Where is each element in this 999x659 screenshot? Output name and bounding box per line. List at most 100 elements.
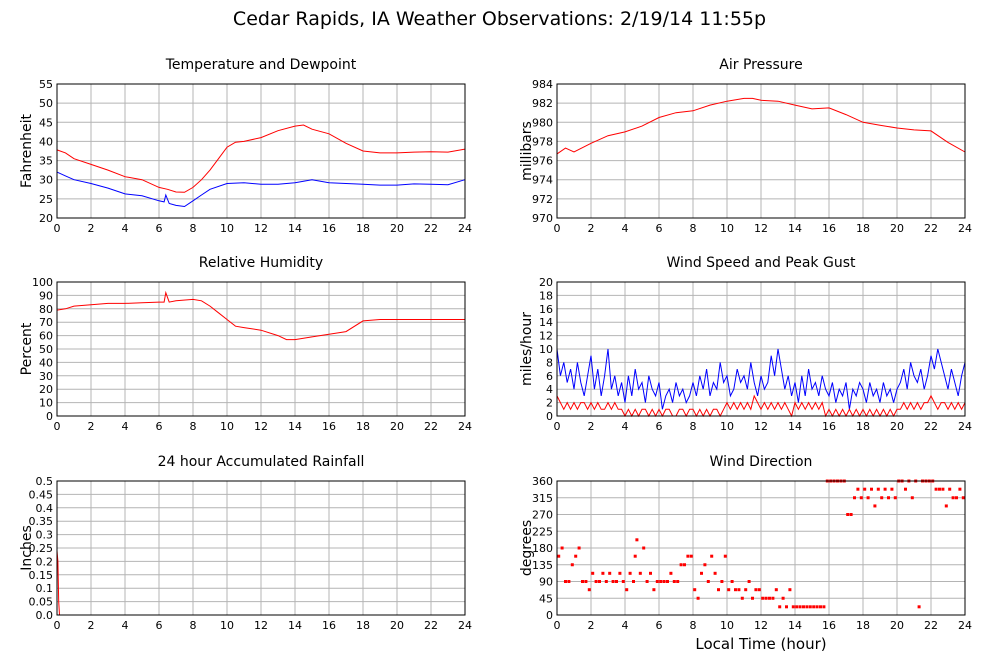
y-tick-label: 40 [39,356,53,369]
x-tick-label: 8 [190,420,197,433]
x-tick-label: 16 [822,222,836,235]
data-point [941,487,945,491]
x-tick-label: 22 [424,222,438,235]
series-line-1 [556,97,966,155]
x-tick-label: 8 [190,619,197,632]
y-tick-label: 55 [39,78,53,91]
y-tick-label: 16 [539,303,553,316]
x-tick-label: 4 [122,619,129,632]
x-tick-label: 20 [390,420,404,433]
y-tick-label: 0 [546,609,553,622]
y-tick-label: 0.15 [29,569,54,582]
y-tick-label: 12 [539,330,553,343]
x-tick-label: 18 [856,222,870,235]
data-point [577,546,581,550]
y-axis-label: Inches [19,525,35,570]
x-tick-label: 2 [588,619,595,632]
x-tick-label: 10 [220,222,234,235]
x-tick-label: 8 [690,420,697,433]
y-axis-label: miles/hour [519,312,535,386]
data-point [703,563,707,567]
x-axis-label: Local Time (hour) [695,635,827,653]
data-point [822,605,826,609]
data-point [608,571,612,575]
x-tick-label: 6 [656,619,663,632]
y-tick-label: 45 [539,592,553,605]
x-tick-label: 20 [890,420,904,433]
data-point [570,563,574,567]
data-point [876,487,880,491]
x-tick-label: 10 [720,619,734,632]
chart-title: 24 hour Accumulated Rainfall [158,454,365,470]
x-tick-label: 22 [924,420,938,433]
y-tick-label: 0.3 [36,529,54,542]
data-point [628,571,632,575]
y-tick-label: 18 [539,289,553,302]
data-point [866,496,870,500]
x-tick-label: 16 [322,420,336,433]
data-point [587,588,591,592]
data-point [615,580,618,583]
data-point [625,588,629,592]
x-tick-label: 0 [554,420,561,433]
x-tick-label: 2 [88,619,95,632]
data-point [591,571,595,575]
data-point [880,496,884,500]
chart-title: Temperature and Dewpoint [165,57,357,73]
data-point [849,513,853,516]
x-tick-label: 18 [356,420,370,433]
x-tick-label: 8 [690,619,697,632]
plot-frame [556,480,966,616]
data-point [812,605,816,609]
series-line-2 [56,171,466,208]
y-tick-label: 35 [39,155,53,168]
data-point [581,580,584,583]
x-tick-label: 0 [54,222,61,235]
x-tick-label: 20 [890,619,904,632]
data-point [761,596,765,600]
data-point [788,588,792,592]
y-tick-label: 6 [546,370,553,383]
x-tick-label: 14 [788,420,802,433]
data-point [904,487,907,491]
x-tick-label: 14 [288,222,302,235]
x-tick-label: 12 [754,420,768,433]
y-tick-label: 0.25 [29,542,54,555]
y-tick-label: 70 [39,316,53,329]
data-point [808,605,812,609]
page-title: Cedar Rapids, IA Weather Observations: 2… [232,8,767,30]
data-point [652,588,656,592]
data-point [958,487,962,491]
data-point [917,605,921,609]
x-tick-label: 24 [958,222,972,235]
chart-title: Wind Speed and Peak Gust [667,255,856,271]
data-point [863,487,867,491]
y-tick-label: 90 [539,576,553,589]
data-point [856,487,860,491]
y-tick-label: 360 [532,475,553,488]
data-point [893,496,897,500]
x-tick-label: 14 [788,619,802,632]
data-point [934,487,938,491]
x-tick-label: 10 [220,420,234,433]
data-point [951,496,955,500]
data-point [710,554,714,558]
data-point [683,563,686,567]
x-tick-label: 18 [356,619,370,632]
x-tick-label: 12 [254,420,268,433]
y-tick-label: 225 [532,525,553,538]
x-tick-label: 24 [458,222,472,235]
x-tick-label: 6 [156,420,163,433]
x-tick-label: 14 [788,222,802,235]
y-tick-label: 2 [546,397,553,410]
y-tick-label: 0.1 [36,582,54,595]
y-tick-label: 0.0 [36,609,54,622]
data-point [734,588,737,592]
y-tick-label: 30 [39,174,53,187]
data-point [638,571,642,575]
data-point [791,605,795,609]
y-tick-label: 0.35 [29,515,54,528]
plot-frame [56,281,466,417]
y-tick-label: 976 [532,155,553,168]
data-point [655,580,659,583]
